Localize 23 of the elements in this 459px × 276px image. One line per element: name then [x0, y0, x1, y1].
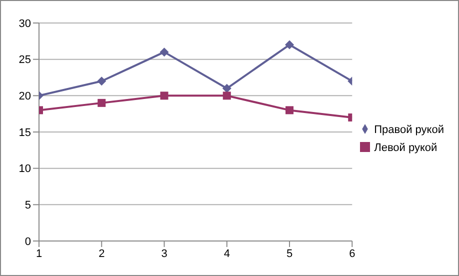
x-tick-label: 2: [98, 248, 105, 260]
point: [222, 92, 231, 100]
y-tick-label: 5: [24, 200, 31, 212]
point: [285, 40, 294, 50]
x-tick-label: 3: [161, 248, 168, 260]
x-tick-label: 4: [224, 248, 230, 260]
x-tick-label: 1: [36, 248, 42, 260]
y-tick-label: 25: [18, 54, 31, 66]
point: [222, 84, 232, 93]
point: [98, 98, 106, 107]
x-tick-label: 5: [286, 248, 293, 260]
x-tick-label: 6: [349, 248, 356, 260]
y-tick-label: 10: [18, 163, 31, 176]
point: [160, 48, 169, 57]
point: [160, 92, 168, 100]
y-tick-label: 15: [18, 126, 31, 139]
legend-label: Правой рукой: [374, 124, 444, 136]
y-tick-label: 20: [18, 90, 31, 103]
legend-label: Левой рукой: [374, 142, 438, 154]
y-tick-label: 0: [24, 236, 31, 248]
y-tick-label: 30: [18, 18, 31, 30]
point: [286, 106, 294, 114]
point: [97, 76, 106, 86]
